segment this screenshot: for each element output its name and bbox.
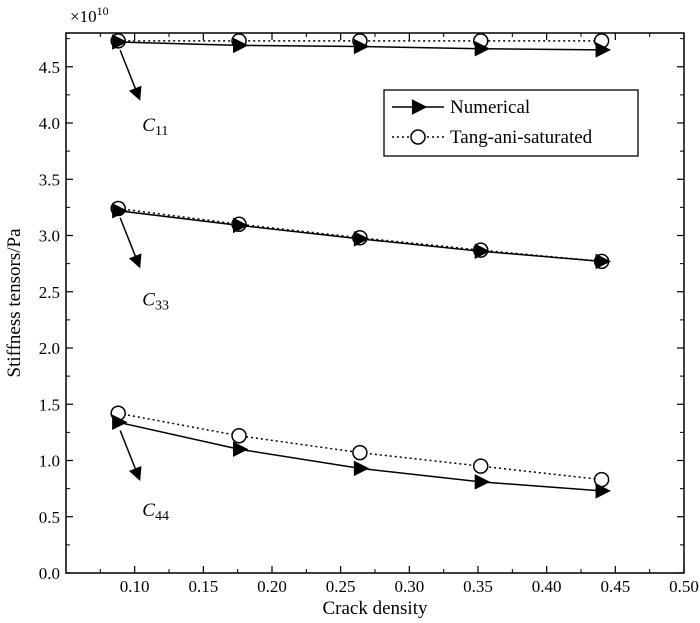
y-tick-label: 2.5 <box>39 283 60 302</box>
triangle-marker <box>595 483 611 499</box>
triangle-marker <box>112 203 128 219</box>
legend-box <box>383 89 639 157</box>
triangle-marker <box>232 441 249 457</box>
legend-entry-tang: Tang-ani-saturated <box>392 127 593 148</box>
y-scale-factor: ×1010 <box>70 4 109 26</box>
annotation-arrow <box>119 217 142 269</box>
triangle-marker <box>353 38 370 55</box>
triangle-marker <box>232 37 249 54</box>
x-tick-label: 0.20 <box>257 577 287 596</box>
y-tick-label: 3.0 <box>39 227 60 246</box>
y-scale-exponent: 10 <box>97 4 109 18</box>
y-tick-label: 4.0 <box>39 114 60 133</box>
x-tick-label: 0.15 <box>188 577 218 596</box>
axes: 0.10 0.15 0.20 0.25 0.30 0.35 0.40 0.45 0.50 0.0 0… <box>39 32 699 596</box>
triangle-marker <box>595 253 611 270</box>
triangle-marker <box>474 243 491 259</box>
annotation-letter: C <box>142 289 155 310</box>
annotation-arrow <box>119 49 142 101</box>
triangle-marker <box>353 231 370 247</box>
legend: Numerical Tang-ani-saturated <box>383 89 639 157</box>
circle-marker <box>352 444 368 461</box>
y-tick-label: 1.0 <box>39 452 60 471</box>
triangle-marker <box>595 42 611 58</box>
y-tick-label: 2.0 <box>39 339 60 358</box>
y-tick-label: 0.5 <box>39 508 60 527</box>
annotation-subscript: 33 <box>155 298 169 313</box>
series-line <box>118 412 602 481</box>
annotation-arrow <box>119 430 142 482</box>
x-tick-label: 0.30 <box>394 577 424 596</box>
series-C33-numerical <box>112 203 611 270</box>
annotation-letter: C <box>142 500 155 521</box>
annotation-label-C33: C33 <box>142 289 169 313</box>
y-scale-base: ×10 <box>70 7 97 26</box>
legend-label: Tang-ani-saturated <box>450 127 593 148</box>
series-C44-numerical <box>112 414 611 499</box>
y-tick-label: 4.5 <box>39 58 60 77</box>
triangle-marker <box>112 34 128 50</box>
triangle-marker <box>353 460 370 477</box>
series-C11-numerical <box>112 34 611 58</box>
triangle-marker <box>474 474 491 490</box>
annotation-label-C44: C44 <box>142 500 169 524</box>
x-tick-label: 0.45 <box>600 577 630 596</box>
legend-triangle <box>411 99 428 115</box>
y-tick-label: 3.5 <box>39 170 60 189</box>
x-tick-label: 0.10 <box>120 577 150 596</box>
triangle-marker <box>474 41 491 57</box>
annotation-letter: C <box>142 115 155 136</box>
x-tick-label: 0.40 <box>532 577 562 596</box>
annotation-label-C11: C11 <box>142 115 168 139</box>
circle-marker <box>231 428 247 444</box>
y-tick-label: 1.5 <box>39 395 60 414</box>
circle-marker <box>472 458 489 474</box>
series-C44-tang <box>110 405 610 488</box>
x-tick-label: 0.35 <box>463 577 493 596</box>
annotation-subscript: 44 <box>155 509 169 524</box>
triangle-marker <box>232 217 249 234</box>
y-tick-label: 0.0 <box>39 564 60 583</box>
legend-label: Numerical <box>450 97 530 118</box>
annotation-subscript: 11 <box>155 124 168 139</box>
x-axis-label: Crack density <box>322 598 428 619</box>
series-layer <box>110 33 611 499</box>
legend-circle <box>410 129 426 145</box>
triangle-marker <box>112 414 128 430</box>
legend-entry-numerical: Numerical <box>392 97 530 118</box>
x-tick-label: 0.50 <box>669 577 699 596</box>
x-tick-label: 0.25 <box>326 577 356 596</box>
y-axis-label: Stiffness tensors/Pa <box>4 228 25 378</box>
